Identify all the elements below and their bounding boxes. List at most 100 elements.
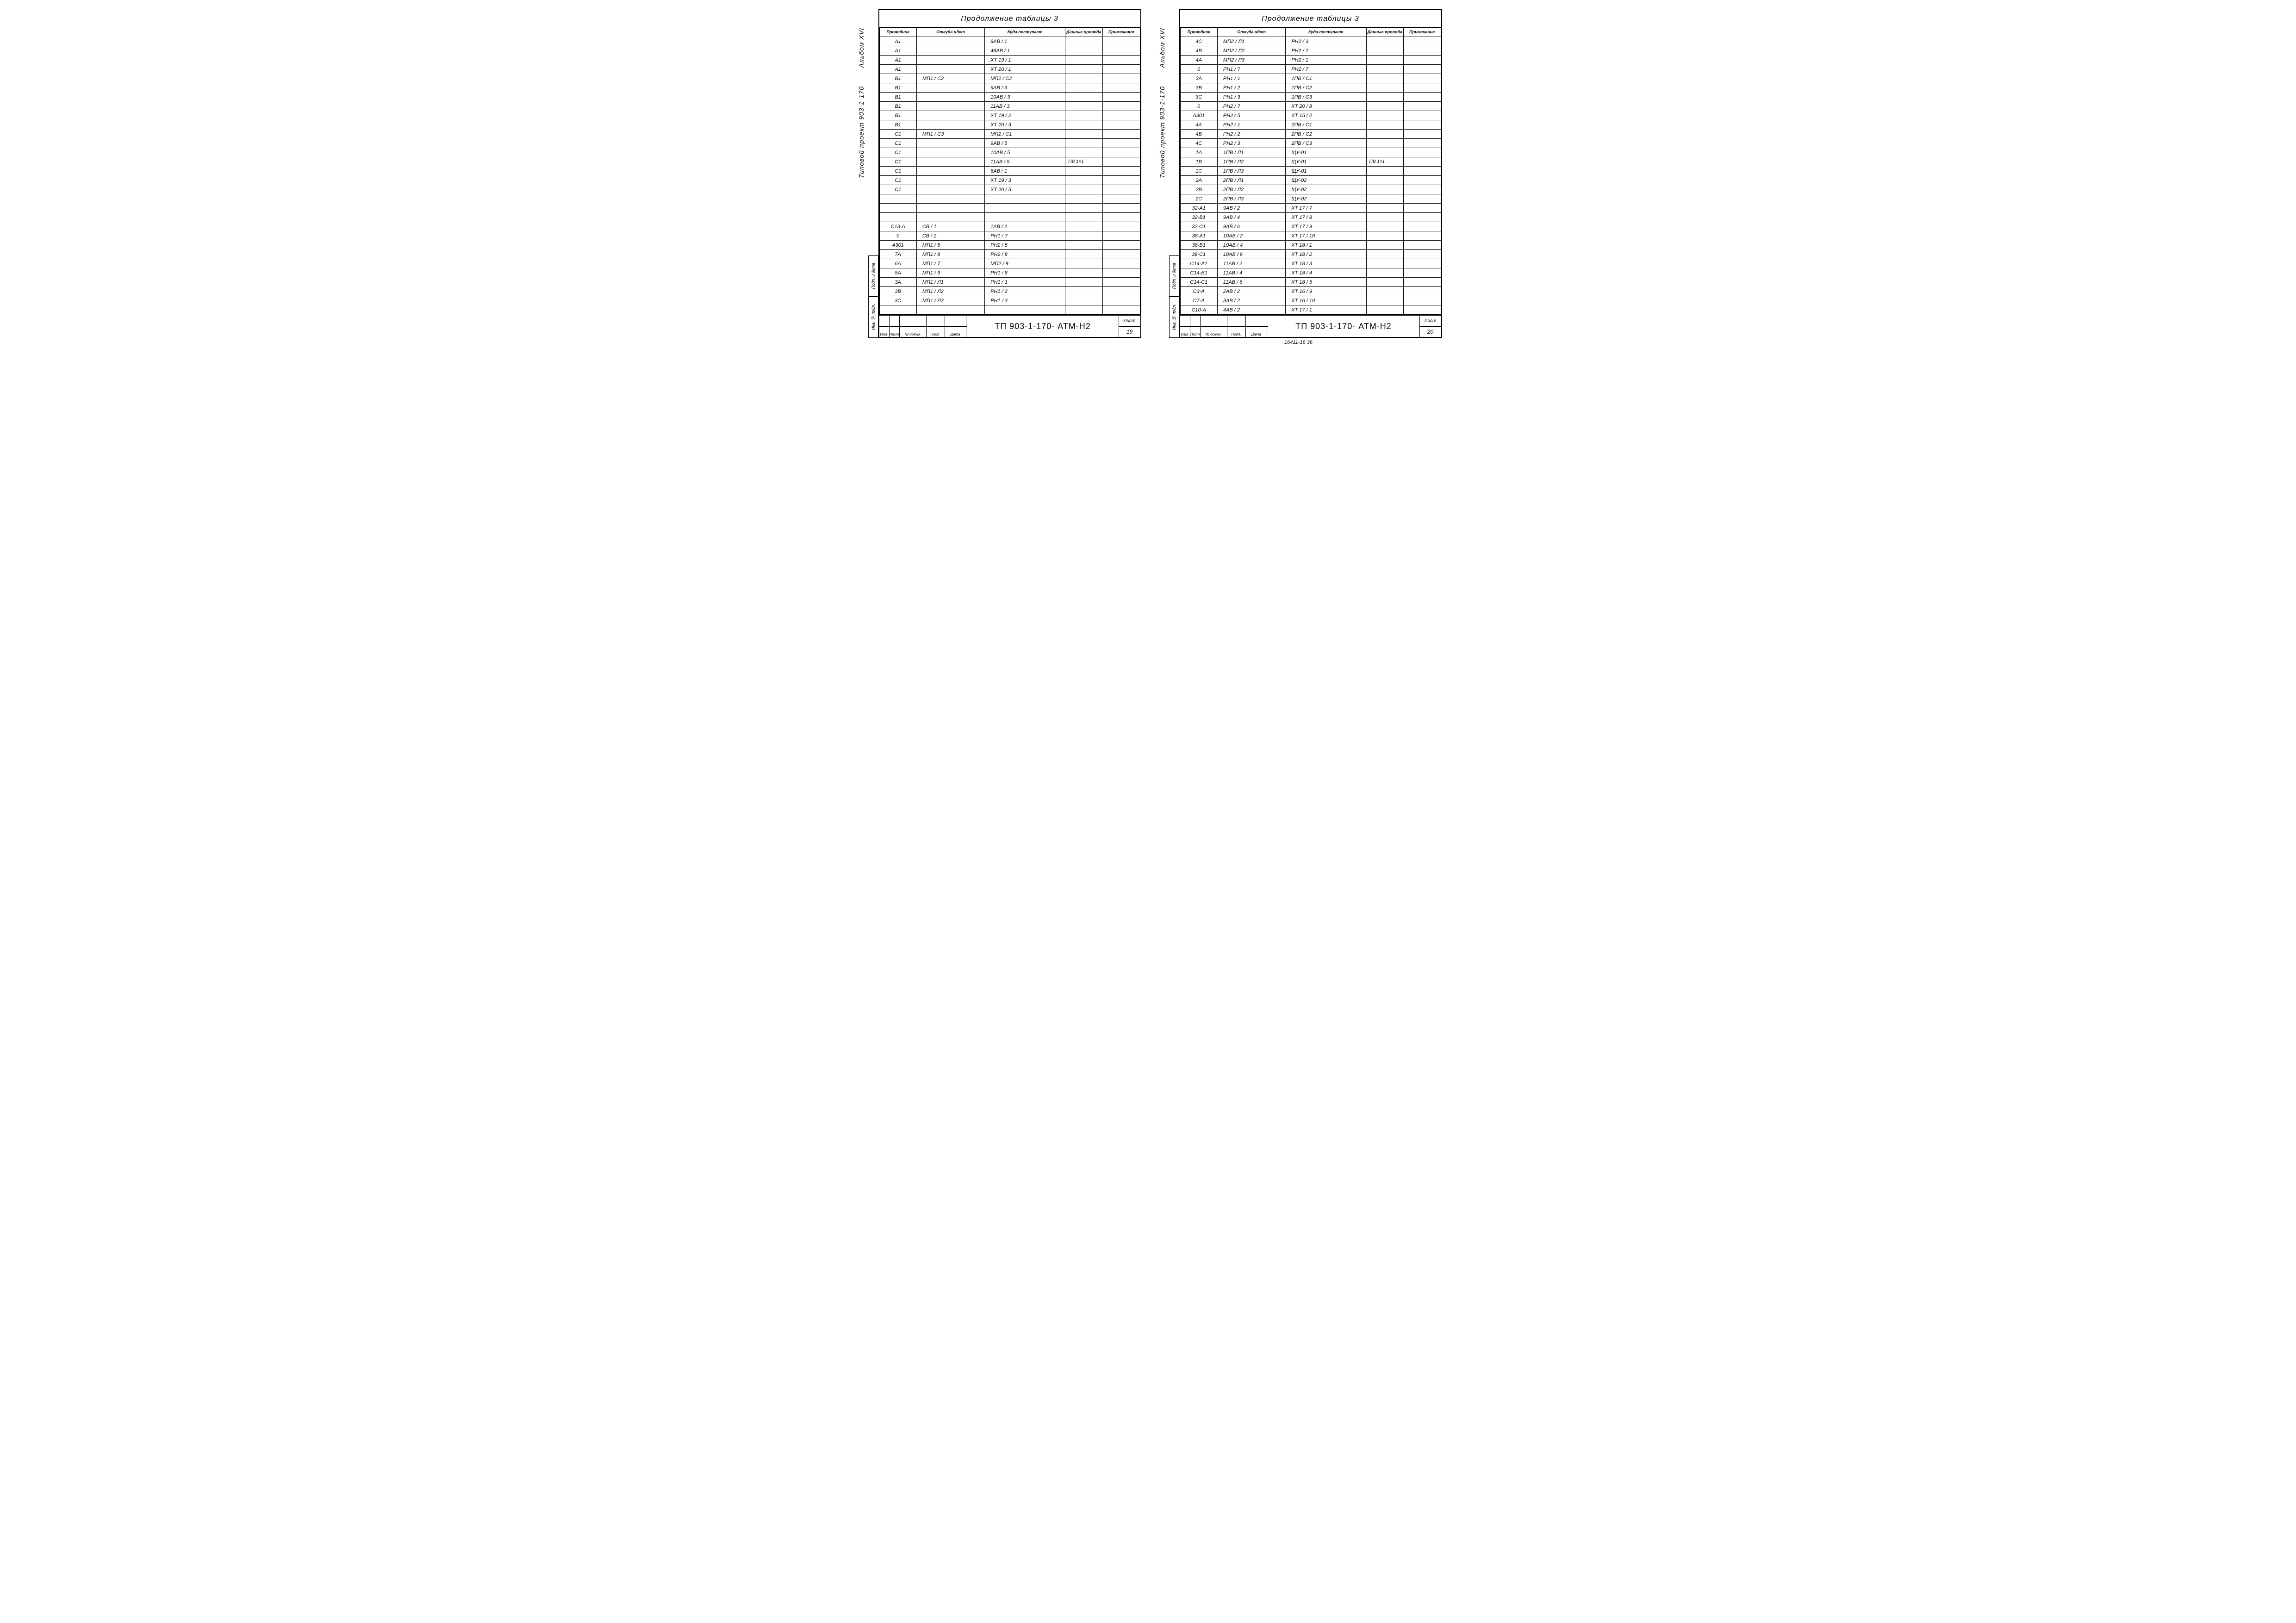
table-cell: [1102, 167, 1140, 176]
page-number: 19: [1119, 327, 1140, 337]
table-cell: 11АВ / 2: [1217, 259, 1285, 268]
table-cell: [1366, 102, 1403, 111]
table-cell: [1102, 250, 1140, 259]
table-cell: 2ПВ / С2: [1286, 130, 1366, 139]
table-cell: [1102, 65, 1140, 74]
table-cell: С7-А: [1180, 296, 1217, 305]
table-cell: [1065, 74, 1102, 83]
table-cell: [1366, 259, 1403, 268]
page-label: Лист: [1420, 316, 1441, 327]
stamp-cell: № докум.: [1201, 327, 1227, 337]
table-cell: [985, 204, 1065, 213]
table-cell: В1: [879, 102, 916, 111]
table-cell: [1366, 250, 1403, 259]
table-row: С1XT 20 / 5: [879, 185, 1140, 194]
header-row: ПроводникОткуда идетКуда поступаетДанные…: [1180, 28, 1441, 37]
table-cell: [1366, 111, 1403, 120]
title-block-right: Изм.Лист№ докум.Подп.Дата ТП 903-1-170- …: [1180, 315, 1441, 337]
drawing-code: ТП 903-1-170- АТМ-Н2: [1268, 316, 1420, 337]
table-cell: [1102, 259, 1140, 268]
table-cell: СВ / 1: [916, 222, 984, 231]
table-cell: [879, 204, 916, 213]
table-row: 3СМП1 / Л3РН1 / 3: [879, 296, 1140, 305]
table-cell: XT 18 / 2: [1286, 250, 1366, 259]
table-cell: XT 17 / 7: [1286, 204, 1366, 213]
revision-block: Изм.Лист№ докум.Подп.Дата: [879, 316, 967, 337]
table-cell: [1403, 176, 1441, 185]
table-cell: 10АВ / 6: [1217, 250, 1285, 259]
table-cell: [1366, 268, 1403, 278]
table-cell: 2ПВ / С3: [1286, 139, 1366, 148]
table-cell: [1366, 176, 1403, 185]
table-cell: РН2 / 7: [1217, 102, 1285, 111]
stamp-cell: Дата: [945, 327, 966, 337]
table-cell: 1АВ / 2: [985, 222, 1065, 231]
table-cell: 9АВ / 3: [985, 83, 1065, 93]
table-cell: [916, 194, 984, 204]
table-cell: РН1 / 1: [985, 278, 1065, 287]
table-cell: [1403, 194, 1441, 204]
table-cell: 10АВ / 2: [1217, 231, 1285, 241]
table-cell: [1366, 222, 1403, 231]
table-cell: XT 19 / 3: [985, 176, 1065, 185]
table-cell: МП1 / Л2: [916, 287, 984, 296]
table-row: С1XT 19 / 3: [879, 176, 1140, 185]
table-cell: [1065, 213, 1102, 222]
table-cell: [1065, 204, 1102, 213]
table-cell: [1102, 305, 1140, 315]
table-row: 38-В110АВ / 4XT 18 / 1: [1180, 241, 1441, 250]
table-row: [879, 194, 1140, 204]
table-cell: [916, 120, 984, 130]
side-box-inv-no: Инв. № подл.: [868, 296, 878, 338]
table-cell: РН2 / 2: [1217, 130, 1285, 139]
table-cell: [1065, 231, 1102, 241]
wiring-table-right: ПроводникОткуда идетКуда поступаетДанные…: [1180, 27, 1441, 315]
table-cell: [916, 305, 984, 315]
table-row: С7-А3АВ / 2XT 16 / 10: [1180, 296, 1441, 305]
table-cell: [1403, 296, 1441, 305]
column-header: Проводник: [879, 28, 916, 37]
table-row: А301РН2 / 5XT 15 / 2: [1180, 111, 1441, 120]
table-cell: С1: [879, 139, 916, 148]
table-cell: [1102, 93, 1140, 102]
table-cell: [1065, 185, 1102, 194]
table-cell: [1102, 111, 1140, 120]
album-label: Альбом XVI: [1158, 28, 1166, 68]
table-row: С3-А2АВ / 2XT 16 / 9: [1180, 287, 1441, 296]
table-cell: XT 15 / 2: [1286, 111, 1366, 120]
table-row: С16АВ / 1: [879, 167, 1140, 176]
table-cell: МП1 / С2: [916, 74, 984, 83]
page-number: 20: [1420, 327, 1441, 337]
table-cell: [1065, 93, 1102, 102]
table-cell: [1102, 102, 1140, 111]
table-cell: [1403, 56, 1441, 65]
table-cell: РН2 / 2: [1286, 46, 1366, 56]
table-cell: [1366, 296, 1403, 305]
column-header: Примечание: [1403, 28, 1441, 37]
table-cell: МП1 / 7: [916, 259, 984, 268]
table-cell: [1366, 130, 1403, 139]
table-cell: [1065, 139, 1102, 148]
table-cell: [1102, 241, 1140, 250]
table-cell: 0: [1180, 65, 1217, 74]
table-row: 4ВРН2 / 22ПВ / С2: [1180, 130, 1441, 139]
side-labels-right: Альбом XVI Типовой проект 903-1-170: [1155, 9, 1169, 338]
table-cell: 9АВ / 6: [1217, 222, 1285, 231]
table-cell: [1065, 194, 1102, 204]
table-cell: 10АВ / 3: [985, 93, 1065, 102]
table-cell: [1065, 250, 1102, 259]
table-cell: [985, 194, 1065, 204]
table-row: 3СРН1 / 31ПВ / С3: [1180, 93, 1441, 102]
table-cell: ЩУ-02: [1286, 176, 1366, 185]
table-row: 3ВРН1 / 21ПВ / С2: [1180, 83, 1441, 93]
table-row: А1XT 20 / 1: [879, 65, 1140, 74]
table-cell: 6АВ / 1: [985, 167, 1065, 176]
column-header: Примечания: [1102, 28, 1140, 37]
table-cell: [1102, 278, 1140, 287]
revision-block: Изм.Лист№ докум.Подп.Дата: [1180, 316, 1268, 337]
table-row: [879, 213, 1140, 222]
table-cell: 4В: [1180, 46, 1217, 56]
table-cell: МП1 / Л3: [916, 296, 984, 305]
table-cell: [1102, 204, 1140, 213]
table-cell: 9АВ / 5: [985, 139, 1065, 148]
